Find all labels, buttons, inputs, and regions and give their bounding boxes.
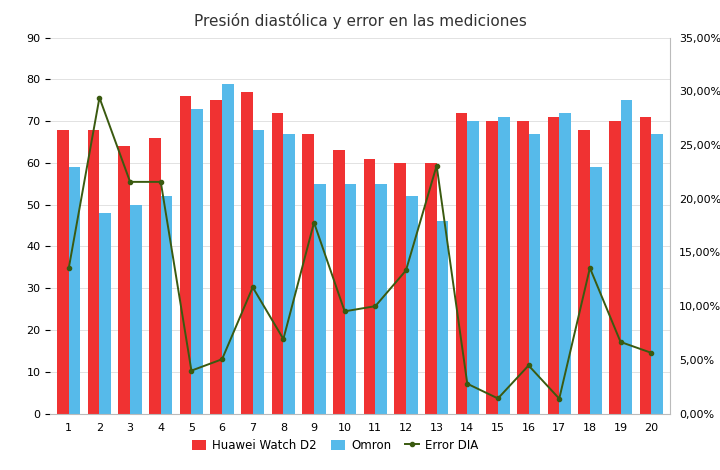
Bar bbox=[161, 196, 172, 414]
Bar bbox=[364, 159, 375, 414]
Bar bbox=[406, 196, 418, 414]
Bar bbox=[241, 92, 253, 414]
Error DIA bbox=[341, 308, 349, 314]
Bar bbox=[302, 133, 314, 414]
Bar bbox=[609, 121, 621, 414]
Error DIA bbox=[555, 396, 564, 401]
Bar bbox=[57, 130, 69, 414]
Error DIA bbox=[402, 267, 410, 273]
Bar bbox=[284, 133, 295, 414]
Error DIA bbox=[432, 163, 441, 168]
Bar bbox=[192, 109, 203, 414]
Bar bbox=[517, 121, 528, 414]
Bar bbox=[180, 96, 192, 414]
Bar bbox=[345, 184, 356, 414]
Legend: Huawei Watch D2, Omron, Error DIA: Huawei Watch D2, Omron, Error DIA bbox=[187, 434, 483, 456]
Bar bbox=[456, 113, 467, 414]
Error DIA bbox=[156, 179, 165, 185]
Bar bbox=[651, 133, 663, 414]
Bar bbox=[395, 163, 406, 414]
Bar bbox=[498, 117, 510, 414]
Error DIA bbox=[524, 363, 533, 368]
Bar bbox=[69, 167, 81, 414]
Bar bbox=[210, 100, 222, 414]
Error DIA bbox=[217, 356, 226, 362]
Error DIA bbox=[647, 350, 655, 356]
Bar bbox=[621, 100, 632, 414]
Error DIA bbox=[371, 303, 379, 309]
Bar bbox=[149, 138, 161, 414]
Bar bbox=[548, 117, 559, 414]
Bar bbox=[467, 121, 479, 414]
Title: Presión diastólica y error en las mediciones: Presión diastólica y error en las medici… bbox=[194, 14, 526, 30]
Bar bbox=[119, 146, 130, 414]
Bar bbox=[375, 184, 387, 414]
Error DIA bbox=[494, 396, 503, 401]
Bar bbox=[639, 117, 651, 414]
Bar bbox=[314, 184, 325, 414]
Bar bbox=[436, 221, 449, 414]
Bar bbox=[425, 163, 436, 414]
Bar bbox=[271, 113, 284, 414]
Bar bbox=[590, 167, 601, 414]
Error DIA bbox=[310, 220, 318, 226]
Error DIA bbox=[126, 179, 135, 185]
Bar bbox=[528, 133, 540, 414]
Bar bbox=[253, 130, 264, 414]
Error DIA bbox=[65, 265, 73, 271]
Line: Error DIA: Error DIA bbox=[67, 95, 653, 401]
Bar bbox=[578, 130, 590, 414]
Bar bbox=[333, 150, 345, 414]
Error DIA bbox=[463, 381, 472, 386]
Error DIA bbox=[187, 368, 196, 374]
Bar bbox=[88, 130, 99, 414]
Error DIA bbox=[279, 336, 288, 342]
Bar bbox=[486, 121, 498, 414]
Error DIA bbox=[585, 265, 594, 271]
Bar bbox=[559, 113, 571, 414]
Error DIA bbox=[95, 95, 104, 101]
Error DIA bbox=[616, 339, 625, 345]
Bar bbox=[130, 205, 142, 414]
Bar bbox=[99, 213, 111, 414]
Error DIA bbox=[248, 284, 257, 290]
Bar bbox=[222, 84, 234, 414]
